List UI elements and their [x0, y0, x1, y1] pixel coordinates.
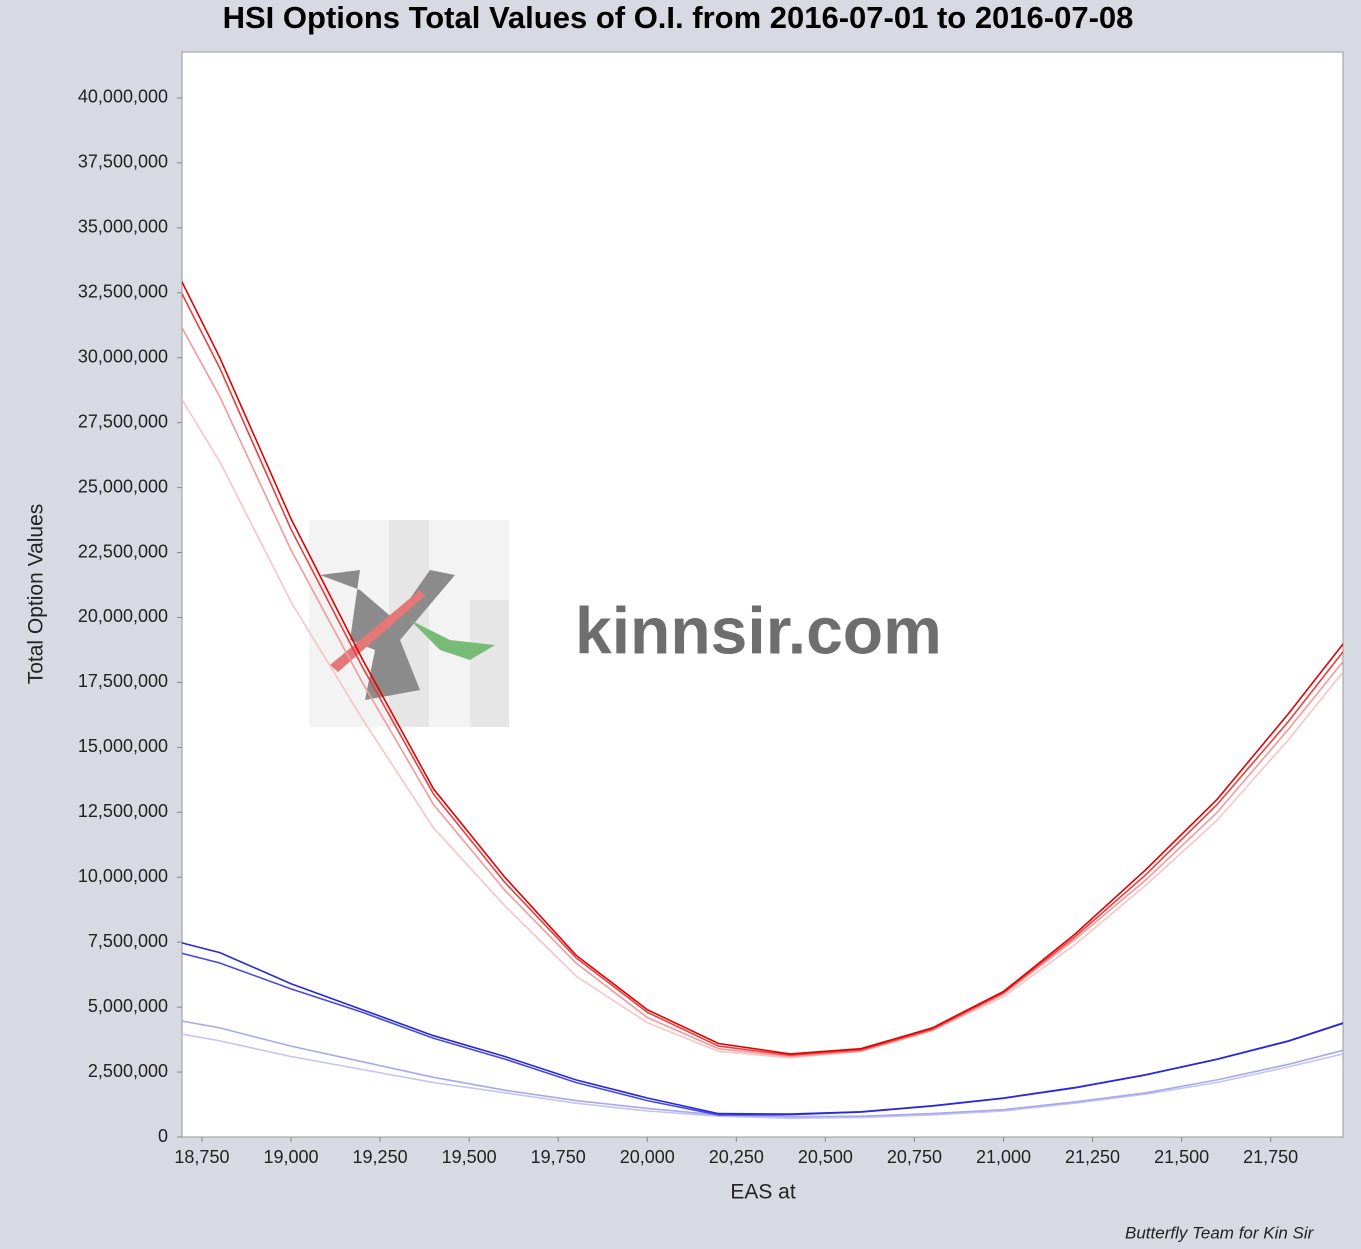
y-tick-label: 7,500,000 [88, 931, 168, 951]
y-tick-label: 17,500,000 [78, 671, 168, 691]
y-axis-label: Total Option Values [25, 504, 48, 685]
series-line [182, 280, 1343, 1055]
y-tick-label: 40,000,000 [78, 87, 168, 107]
watermark-logo [309, 520, 509, 727]
footer: Butterfly Team for Kin Sir [1125, 1223, 1315, 1242]
y-tick-label: 20,000,000 [78, 606, 168, 626]
watermark: kinnsir.com [575, 593, 942, 667]
x-tick-label: 21,000 [976, 1147, 1031, 1167]
y-tick-label: 35,000,000 [78, 217, 168, 237]
y-tick-label: 37,500,000 [78, 152, 168, 172]
series-line [182, 398, 1343, 1059]
y-tick-label: 0 [158, 1126, 168, 1146]
y-tick-label: 12,500,000 [78, 801, 168, 821]
x-tick-label: 20,500 [798, 1147, 853, 1167]
y-tick-label: 2,500,000 [88, 1061, 168, 1081]
y-tick-label: 5,000,000 [88, 996, 168, 1016]
x-tick-label: 21,750 [1243, 1147, 1298, 1167]
chart-title: HSI Options Total Values of O.I. from 20… [223, 0, 1134, 35]
y-tick-label: 25,000,000 [78, 476, 168, 496]
x-tick-label: 19,250 [353, 1147, 408, 1167]
y-tick-label: 30,000,000 [78, 346, 168, 366]
x-tick-label: 21,250 [1065, 1147, 1120, 1167]
x-tick-label: 19,750 [531, 1147, 586, 1167]
y-tick-label: 27,500,000 [78, 411, 168, 431]
x-tick-label: 19,000 [263, 1147, 318, 1167]
x-tick-label: 18,750 [174, 1147, 229, 1167]
series-line [182, 1020, 1343, 1118]
x-tick-label: 20,000 [620, 1147, 675, 1167]
plot-lines [182, 280, 1343, 1120]
series-line [182, 942, 1343, 1115]
x-tick-label: 19,500 [442, 1147, 497, 1167]
series-line [182, 1033, 1343, 1120]
x-axis-label: EAS at [730, 1181, 796, 1204]
series-line [182, 326, 1343, 1058]
series-line [182, 292, 1343, 1057]
x-tick-label: 20,250 [709, 1147, 764, 1167]
x-tick-label: 20,750 [887, 1147, 942, 1167]
y-tick-label: 32,500,000 [78, 282, 168, 302]
y-tick-label: 15,000,000 [78, 736, 168, 756]
y-tick-label: 22,500,000 [78, 541, 168, 561]
x-tick-label: 21,500 [1154, 1147, 1209, 1167]
y-tick-label: 10,000,000 [78, 866, 168, 886]
